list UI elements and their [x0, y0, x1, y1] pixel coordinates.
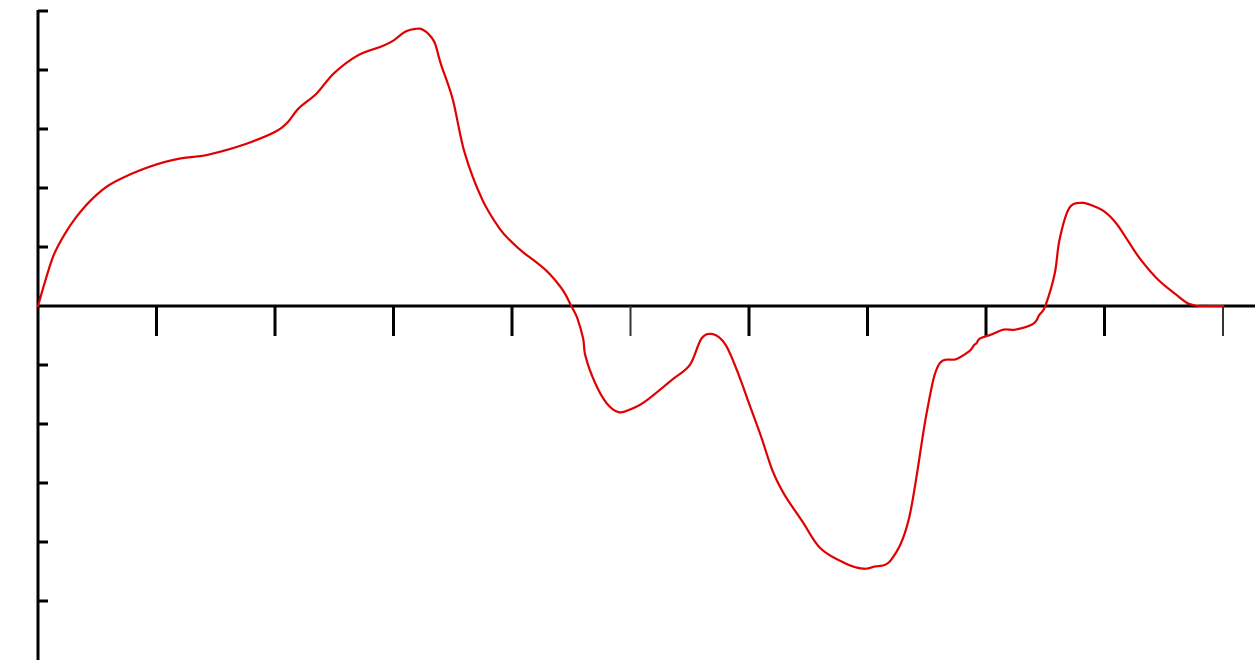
series-layer — [36, 27, 1225, 570]
axes — [36, 9, 1255, 660]
series-line — [36, 27, 1225, 570]
